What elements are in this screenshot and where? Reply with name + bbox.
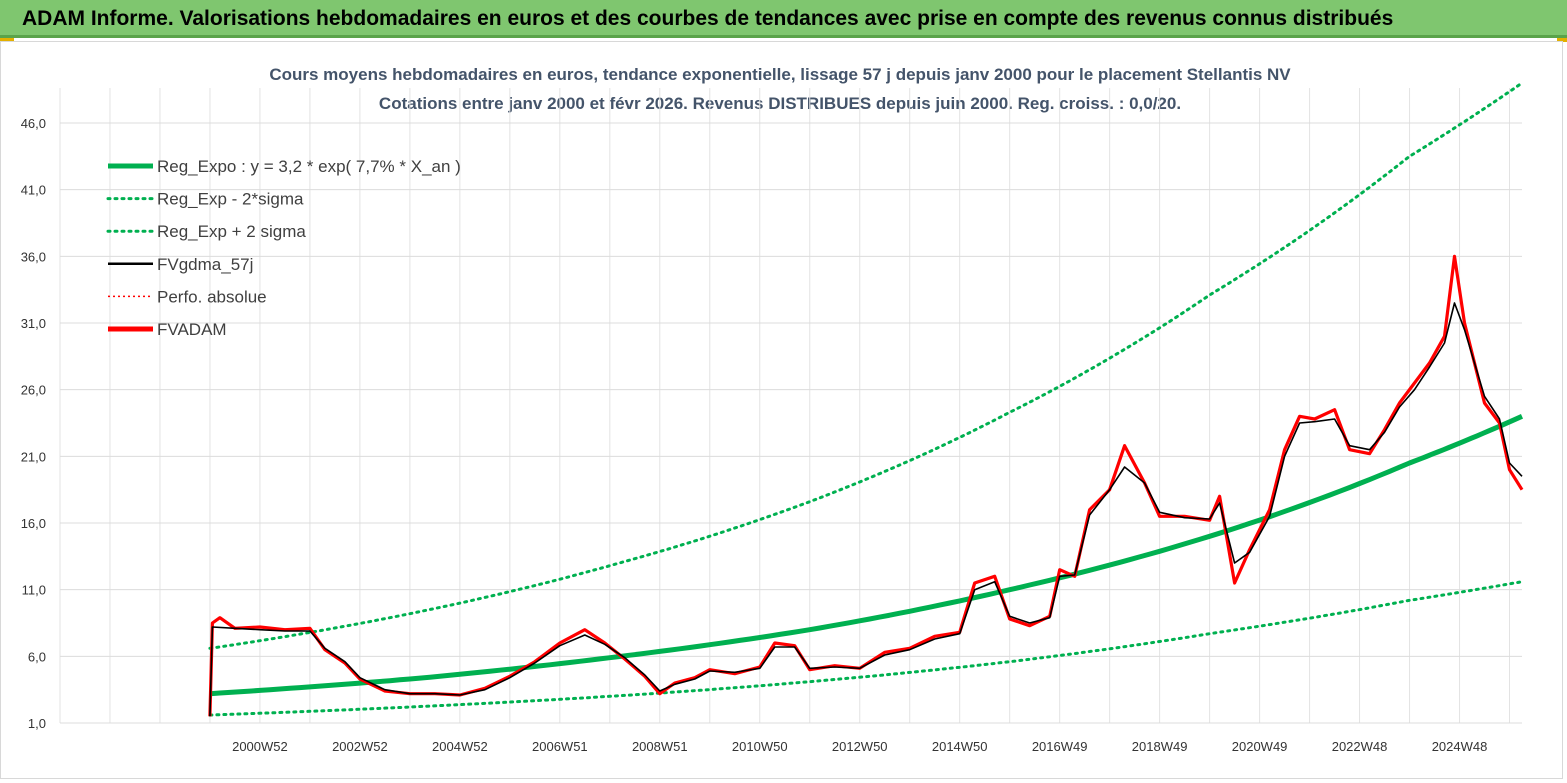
- y-tick-label-7: 36,0: [21, 249, 46, 264]
- y-tick-label-0: 1,0: [28, 716, 46, 731]
- series-line-1: [208, 580, 1524, 717]
- legend-label-3: FVgdma_57j: [157, 255, 253, 274]
- x-tick-label-8: 2016W49: [1032, 739, 1088, 754]
- y-tick-label-8: 41,0: [21, 183, 46, 198]
- chart-title: Cours moyens hebdomadaires en euros, ten…: [269, 65, 1291, 84]
- x-tick-label-11: 2022W48: [1332, 739, 1388, 754]
- chart-legend: Reg_Expo : y = 3,2 * exp( 7,7% * X_an ) R…: [106, 157, 461, 339]
- chart-subtitle: Cotations entre janv 2000 et févr 2026. …: [379, 94, 1181, 113]
- x-tick-label-3: 2006W51: [532, 739, 588, 754]
- y-tick-label-4: 21,0: [21, 449, 46, 464]
- x-tick-label-6: 2012W50: [832, 739, 888, 754]
- y-axis-ticks: 1,0 6,0 11,0 16,0 21,0 26,0 31,0 36,0 41,0 46,0: [21, 116, 46, 731]
- x-tick-label-9: 2018W49: [1132, 739, 1188, 754]
- legend-label-0: Reg_Expo : y = 3,2 * exp( 7,7% * X_an ): [157, 157, 461, 176]
- x-tick-label-4: 2008W51: [632, 739, 688, 754]
- legend-label-4: Perfo. absolue: [157, 287, 267, 306]
- series-line-0: [209, 414, 1524, 697]
- x-tick-label-5: 2010W50: [732, 739, 788, 754]
- chart-frame: [0, 41, 1563, 779]
- chart-series: [208, 81, 1524, 717]
- series-line-4: [209, 302, 1523, 717]
- x-tick-label-10: 2020W49: [1232, 739, 1288, 754]
- x-tick-label-2: 2004W52: [432, 739, 488, 754]
- banner-accent-left: [0, 38, 14, 42]
- x-axis-ticks: 2000W52 2002W52 2004W52 2006W51 2008W51 2010W…: [232, 739, 1487, 754]
- legend-label-1: Reg_Exp - 2*sigma: [157, 190, 304, 209]
- report-title: ADAM Informe. Valorisations hebdomadaire…: [22, 7, 1394, 30]
- banner-accent-right: [1557, 38, 1567, 42]
- y-tick-label-6: 31,0: [21, 316, 46, 331]
- x-tick-label-7: 2014W50: [932, 739, 988, 754]
- x-tick-label-1: 2002W52: [332, 739, 388, 754]
- report-banner: ADAM Informe. Valorisations hebdomadaire…: [0, 0, 1567, 38]
- y-tick-label-1: 6,0: [28, 649, 46, 664]
- y-tick-label-3: 16,0: [21, 516, 46, 531]
- x-tick-label-12: 2024W48: [1432, 739, 1488, 754]
- y-tick-label-9: 46,0: [21, 116, 46, 131]
- series-line-3: [208, 254, 1524, 717]
- legend-label-2: Reg_Exp + 2 sigma: [157, 222, 306, 241]
- legend-label-5: FVADAM: [157, 320, 227, 339]
- chart-grid: [59, 88, 1522, 724]
- series-line-2: [208, 81, 1524, 650]
- y-tick-label-2: 11,0: [22, 583, 46, 598]
- y-tick-label-5: 26,0: [21, 383, 46, 398]
- x-tick-label-0: 2000W52: [232, 739, 288, 754]
